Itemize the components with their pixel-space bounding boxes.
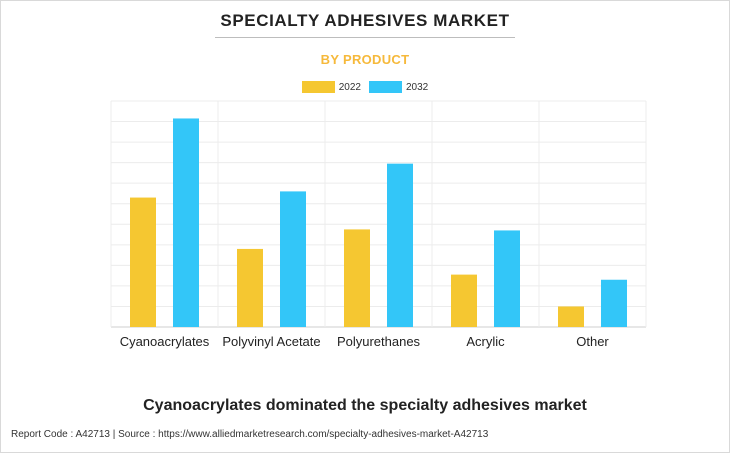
bar-2032-polyurethanes — [387, 163, 413, 327]
bar-2032-acrylic — [494, 230, 520, 327]
bar-2022-other — [558, 306, 584, 327]
bars — [130, 118, 627, 327]
footer-source: Report Code : A42713 | Source : https://… — [11, 429, 489, 440]
bar-2022-polyvinyl-acetate — [237, 248, 263, 327]
bar-2022-cyanoacrylates — [130, 197, 156, 327]
category-label: Other — [576, 334, 609, 349]
legend-swatch-2032 — [369, 81, 402, 93]
legend-label-2022: 2022 — [338, 81, 361, 93]
headline: Cyanoacrylates dominated the specialty a… — [143, 397, 587, 414]
bar-2032-cyanoacrylates — [173, 118, 199, 327]
category-label: Polyurethanes — [337, 334, 421, 349]
title-divider — [215, 37, 515, 38]
legend: 2022 2032 — [0, 78, 730, 96]
legend-item-2022[interactable]: 2022 — [301, 81, 361, 93]
gridlines — [110, 100, 647, 328]
chart-title: SPECIALTY ADHESIVES MARKET — [220, 11, 510, 30]
bar-2022-acrylic — [451, 274, 477, 327]
legend-swatch-2022 — [301, 81, 335, 93]
chart-subtitle: BY PRODUCT — [320, 52, 410, 67]
category-labels: Cyanoacrylates Polyvinyl Acetate Polyureth… — [120, 334, 610, 349]
legend-label-2032: 2032 — [406, 81, 429, 93]
legend-item-2032[interactable]: 2032 — [369, 81, 428, 93]
category-label: Cyanoacrylates — [120, 334, 210, 349]
bar-2032-other — [601, 279, 627, 327]
category-label: Polyvinyl Acetate — [222, 334, 320, 349]
bar-2032-polyvinyl-acetate — [280, 191, 306, 327]
bar-2022-polyurethanes — [344, 229, 370, 327]
category-label: Acrylic — [466, 334, 505, 349]
